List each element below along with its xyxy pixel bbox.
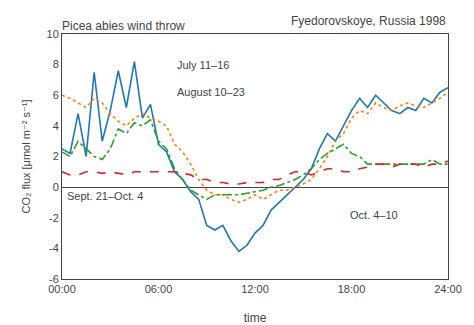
svg-text:Oct. 4–10: Oct. 4–10 — [350, 209, 398, 221]
svg-text:24:00: 24:00 — [434, 283, 462, 295]
svg-text:July 11–16: July 11–16 — [177, 59, 229, 71]
svg-text:00:00: 00:00 — [48, 283, 76, 295]
svg-text:Picea abies wind throw: Picea abies wind throw — [62, 19, 185, 33]
svg-text:0: 0 — [53, 181, 59, 193]
svg-text:CO₂ flux [μmol m⁻² s⁻¹]: CO₂ flux [μmol m⁻² s⁻¹] — [20, 100, 32, 214]
svg-text:18:00: 18:00 — [338, 283, 366, 295]
svg-text:-2: -2 — [49, 212, 59, 224]
svg-text:6: 6 — [53, 89, 59, 101]
svg-text:4: 4 — [53, 120, 59, 132]
svg-text:06:00: 06:00 — [145, 283, 173, 295]
svg-text:time: time — [244, 311, 267, 325]
svg-text:12:00: 12:00 — [241, 283, 269, 295]
svg-text:August 10–23: August 10–23 — [177, 86, 245, 98]
svg-text:-4: -4 — [49, 242, 59, 254]
svg-text:10: 10 — [47, 28, 59, 40]
svg-text:-6: -6 — [49, 273, 59, 285]
svg-text:8: 8 — [53, 58, 59, 70]
svg-text:Sept. 21–Oct. 4: Sept. 21–Oct. 4 — [67, 190, 143, 202]
svg-text:Fyedorovskoye, Russia 1998: Fyedorovskoye, Russia 1998 — [291, 14, 446, 28]
svg-text:2: 2 — [53, 150, 59, 162]
